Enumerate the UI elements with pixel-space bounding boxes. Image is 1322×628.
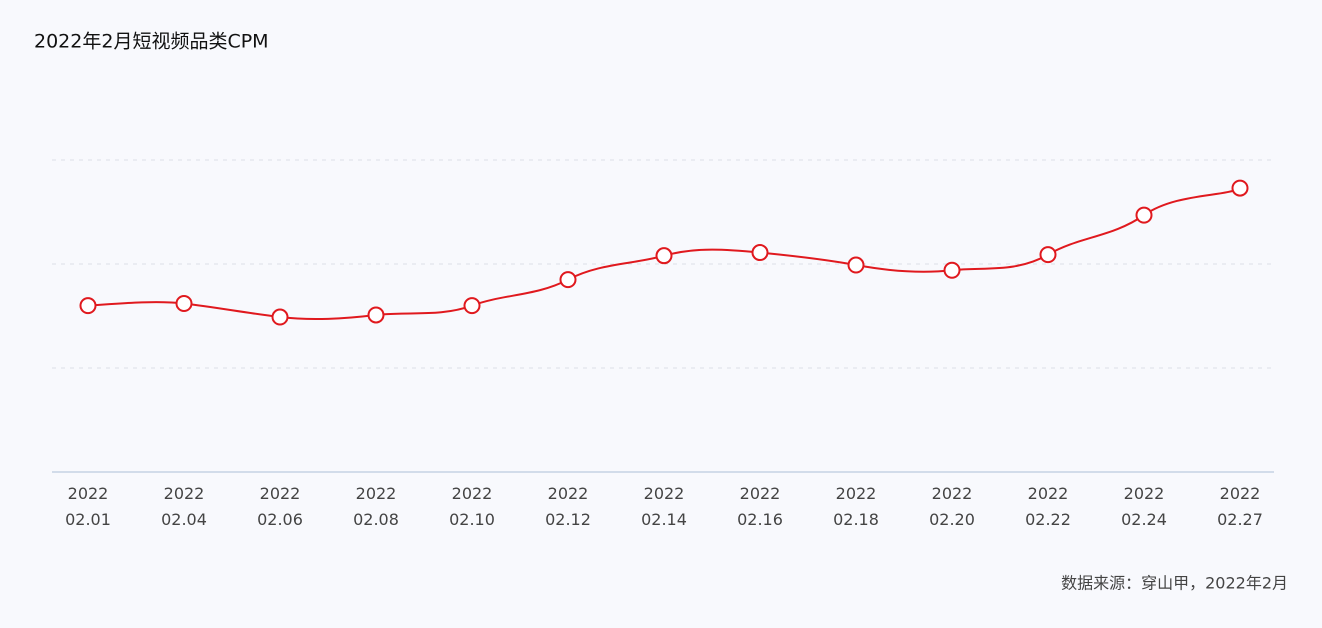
point: [463, 297, 481, 315]
x-tick-label: 2022 02.14: [641, 484, 687, 529]
x-tick-label: 2022 02.12: [545, 484, 591, 529]
point: [847, 256, 865, 274]
point: [1039, 246, 1057, 264]
source-note: 数据来源：穿山甲，2022年2月: [1061, 574, 1288, 593]
x-tick-label: 2022 02.27: [1217, 484, 1263, 529]
point: [1135, 206, 1153, 224]
point: [751, 244, 769, 262]
x-tick-label: 2022 02.04: [161, 484, 207, 529]
point: [1231, 179, 1249, 197]
point: [943, 261, 961, 279]
point: [655, 247, 673, 265]
chart-title: 2022年2月短视频品类CPM: [34, 31, 269, 53]
x-tick-label: 2022 02.08: [353, 484, 399, 529]
point: [271, 308, 289, 326]
x-tick-label: 2022 02.10: [449, 484, 495, 529]
point: [367, 306, 385, 324]
point: [175, 295, 193, 313]
x-tick-label: 2022 02.18: [833, 484, 879, 529]
x-tick-label: 2022 02.22: [1025, 484, 1071, 529]
x-tick-label: 2022 02.06: [257, 484, 303, 529]
x-tick-label: 2022 02.01: [65, 484, 111, 529]
point: [559, 271, 577, 289]
point: [79, 297, 97, 315]
x-tick-label: 2022 02.20: [929, 484, 975, 529]
x-tick-label: 2022 02.24: [1121, 484, 1167, 529]
x-tick-label: 2022 02.16: [737, 484, 783, 529]
